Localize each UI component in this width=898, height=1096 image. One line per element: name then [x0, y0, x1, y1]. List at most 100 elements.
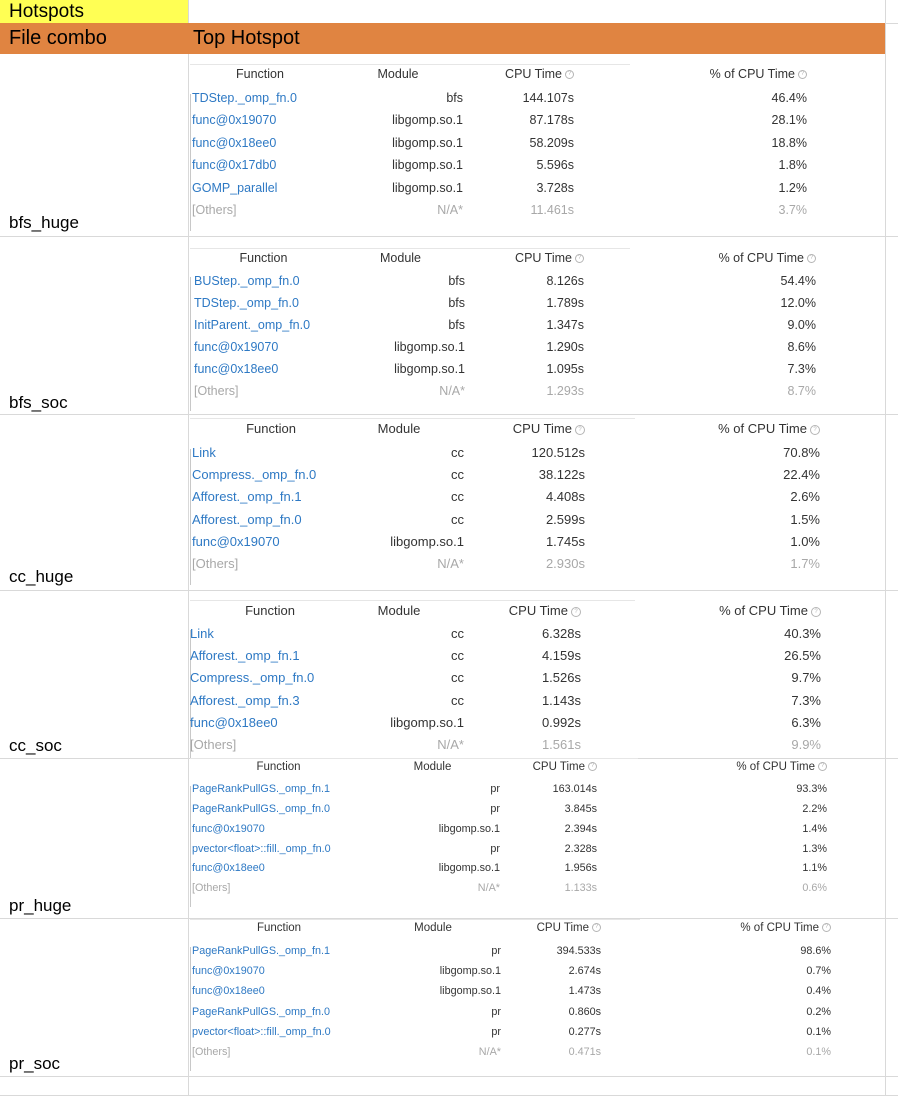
cell-function[interactable]: func@0x18ee0	[190, 715, 278, 731]
column-header-pct-cpu-time[interactable]: % of CPU Time?	[606, 920, 831, 938]
table-row[interactable]: Compress._omp_fn.0 cc 38.122s 22.4%	[190, 464, 820, 486]
column-header-module[interactable]: Module	[336, 249, 465, 268]
table-row[interactable]: TDStep._omp_fn.0 bfs 1.789s 12.0%	[190, 292, 816, 314]
cell-function[interactable]: Compress._omp_fn.0	[192, 467, 317, 483]
cell-function[interactable]: func@0x19070	[192, 965, 265, 978]
cell-function[interactable]: Afforest._omp_fn.1	[190, 648, 300, 664]
cell-function[interactable]: Afforest._omp_fn.0	[192, 511, 302, 527]
column-header-cpu-time[interactable]: CPU Time?	[469, 419, 585, 438]
help-icon[interactable]: ?	[818, 762, 827, 772]
column-header-module[interactable]: Module	[333, 65, 463, 84]
table-row[interactable]: func@0x19070 libgomp.so.1 87.178s 28.1%	[190, 109, 807, 132]
cell-function[interactable]: func@0x18ee0	[192, 135, 277, 150]
table-row[interactable]: func@0x19070 libgomp.so.1 2.394s 1.4%	[190, 820, 827, 840]
column-header-function[interactable]: Function	[194, 249, 333, 268]
column-header-function[interactable]: Function	[192, 65, 328, 84]
cell-function[interactable]: Compress._omp_fn.0	[190, 670, 315, 686]
column-header-cpu-time[interactable]: CPU Time?	[468, 65, 574, 84]
cell-function[interactable]: Afforest._omp_fn.3	[190, 692, 300, 708]
table-row-others[interactable]: [Others] N/A* 1.561s 9.9%	[190, 734, 821, 756]
column-header-pct-cpu-time[interactable]: % of CPU Time?	[590, 249, 816, 268]
cell-function[interactable]: func@0x19070	[194, 340, 279, 354]
column-header-top-hotspot[interactable]: Top Hotspot	[193, 27, 300, 49]
table-row[interactable]: pvector<float>::fill._omp_fn.0 pr 0.277s 0.…	[190, 1022, 831, 1042]
column-header-module[interactable]: Module	[365, 759, 500, 777]
file-combo-label[interactable]: cc_soc	[9, 736, 62, 755]
table-row[interactable]: func@0x18ee0 libgomp.so.1 0.992s 6.3%	[190, 712, 821, 734]
help-icon[interactable]: ?	[810, 424, 820, 435]
table-row[interactable]: PageRankPullGS._omp_fn.1 pr 394.533s 98.6%	[190, 941, 831, 961]
table-row[interactable]: func@0x19070 libgomp.so.1 1.745s 1.0%	[190, 531, 820, 553]
cell-function[interactable]: pvector<float>::fill._omp_fn.0	[192, 1026, 331, 1039]
column-header-pct-cpu-time[interactable]: % of CPU Time?	[602, 759, 827, 777]
table-row-others[interactable]: [Others] N/A* 0.471s 0.1%	[190, 1042, 831, 1062]
table-row[interactable]: pvector<float>::fill._omp_fn.0 pr 2.328s 1.…	[190, 840, 827, 860]
help-icon[interactable]: ?	[811, 606, 821, 617]
help-icon[interactable]: ?	[588, 762, 597, 772]
table-row[interactable]: Link cc 120.512s 70.8%	[190, 442, 820, 464]
table-row[interactable]: BUStep._omp_fn.0 bfs 8.126s 54.4%	[190, 270, 816, 292]
help-icon[interactable]: ?	[592, 923, 601, 933]
cell-function[interactable]: BUStep._omp_fn.0	[194, 274, 300, 288]
file-combo-label[interactable]: cc_huge	[9, 567, 74, 586]
cell-function[interactable]: func@0x19070	[192, 822, 265, 835]
column-header-cpu-time[interactable]: CPU Time?	[470, 249, 584, 268]
table-row[interactable]: func@0x18ee0 libgomp.so.1 1.473s 0.4%	[190, 981, 831, 1001]
table-row-others[interactable]: [Others] N/A* 1.293s 8.7%	[190, 380, 816, 402]
cell-function[interactable]: pvector<float>::fill._omp_fn.0	[192, 842, 331, 855]
cell-function[interactable]: func@0x18ee0	[194, 362, 279, 376]
cell-function[interactable]: InitParent._omp_fn.0	[194, 318, 311, 332]
cell-function[interactable]: GOMP_parallel	[192, 180, 278, 195]
cell-function[interactable]: Link	[192, 444, 216, 460]
table-row[interactable]: GOMP_parallel libgomp.so.1 3.728s 1.2%	[190, 177, 807, 200]
column-header-function[interactable]: Function	[192, 920, 366, 938]
table-row[interactable]: Link cc 6.328s 40.3%	[190, 623, 821, 645]
table-row[interactable]: Compress._omp_fn.0 cc 1.526s 9.7%	[190, 667, 821, 689]
table-row[interactable]: TDStep._omp_fn.0 bfs 144.107s 46.4%	[190, 87, 807, 110]
help-icon[interactable]: ?	[571, 606, 581, 617]
file-combo-label[interactable]: bfs_soc	[9, 393, 68, 412]
cell-function[interactable]: PageRankPullGS._omp_fn.0	[192, 1005, 331, 1018]
column-header-cpu-time[interactable]: CPU Time?	[505, 759, 597, 777]
table-row-others[interactable]: [Others] N/A* 1.133s 0.6%	[190, 879, 827, 899]
column-header-function[interactable]: Function	[192, 759, 365, 777]
cell-function[interactable]: TDStep._omp_fn.0	[194, 296, 299, 310]
column-header-function[interactable]: Function	[190, 601, 350, 620]
column-header-pct-cpu-time[interactable]: % of CPU Time?	[590, 419, 820, 438]
table-row[interactable]: func@0x18ee0 libgomp.so.1 1.956s 1.1%	[190, 859, 827, 879]
help-icon[interactable]: ?	[822, 923, 831, 933]
column-header-module[interactable]: Module	[365, 920, 501, 938]
help-icon[interactable]: ?	[807, 254, 816, 264]
cell-function[interactable]: TDStep._omp_fn.0	[192, 90, 297, 105]
column-header-function[interactable]: Function	[192, 419, 350, 438]
column-header-module[interactable]: Module	[334, 601, 464, 620]
table-row[interactable]: func@0x18ee0 libgomp.so.1 1.095s 7.3%	[190, 358, 816, 380]
table-row[interactable]: InitParent._omp_fn.0 bfs 1.347s 9.0%	[190, 314, 816, 336]
table-row[interactable]: Afforest._omp_fn.1 cc 4.408s 2.6%	[190, 486, 820, 508]
column-header-cpu-time[interactable]: CPU Time?	[506, 920, 601, 938]
column-header-module[interactable]: Module	[334, 419, 464, 438]
table-row[interactable]: func@0x17db0 libgomp.so.1 5.596s 1.8%	[190, 154, 807, 177]
column-header-pct-cpu-time[interactable]: % of CPU Time?	[586, 601, 821, 620]
table-row[interactable]: PageRankPullGS._omp_fn.0 pr 3.845s 2.2%	[190, 800, 827, 820]
table-row[interactable]: func@0x19070 libgomp.so.1 1.290s 8.6%	[190, 336, 816, 358]
file-combo-label[interactable]: pr_huge	[9, 896, 72, 915]
table-row[interactable]: func@0x18ee0 libgomp.so.1 58.209s 18.8%	[190, 132, 807, 155]
cell-function[interactable]: PageRankPullGS._omp_fn.0	[192, 802, 331, 815]
help-icon[interactable]: ?	[575, 424, 585, 435]
table-row[interactable]: func@0x19070 libgomp.so.1 2.674s 0.7%	[190, 961, 831, 981]
table-row[interactable]: Afforest._omp_fn.0 cc 2.599s 1.5%	[190, 509, 820, 531]
file-combo-label[interactable]: bfs_huge	[9, 213, 79, 232]
cell-function[interactable]: func@0x17db0	[192, 158, 277, 173]
cell-function[interactable]: func@0x18ee0	[192, 985, 265, 998]
help-icon[interactable]: ?	[575, 254, 584, 264]
cell-function[interactable]: Afforest._omp_fn.1	[192, 489, 302, 505]
cell-function[interactable]: func@0x18ee0	[192, 862, 265, 875]
table-row[interactable]: Afforest._omp_fn.3 cc 1.143s 7.3%	[190, 690, 821, 712]
title-cell[interactable]: Hotspots	[0, 0, 188, 23]
cell-function[interactable]: func@0x19070	[192, 534, 280, 550]
table-row-others[interactable]: [Others] N/A* 2.930s 1.7%	[190, 553, 820, 575]
table-row[interactable]: Afforest._omp_fn.1 cc 4.159s 26.5%	[190, 645, 821, 667]
cell-function[interactable]: Link	[190, 625, 214, 641]
cell-function[interactable]: PageRankPullGS._omp_fn.1	[192, 944, 331, 957]
